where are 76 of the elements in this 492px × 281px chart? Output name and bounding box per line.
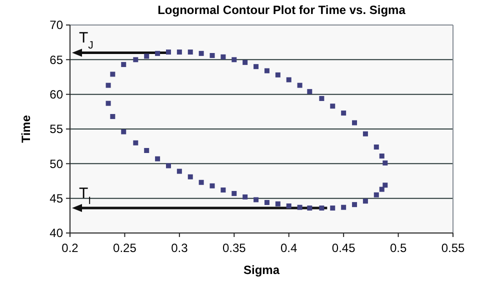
point — [166, 50, 171, 55]
point — [275, 72, 280, 78]
point — [297, 82, 302, 88]
point — [220, 54, 226, 60]
point — [198, 180, 204, 185]
point — [242, 60, 248, 65]
annotation: T$_{I}$ — [79, 185, 92, 208]
x-tick-label: 0.45 — [332, 241, 356, 255]
point — [297, 204, 302, 210]
point — [307, 89, 312, 94]
point — [188, 50, 193, 55]
point — [210, 183, 215, 188]
y-axis-title: Time — [19, 114, 33, 143]
x-tick-label: 0.3 — [171, 241, 188, 255]
point — [264, 68, 270, 74]
point — [133, 57, 138, 62]
point — [319, 206, 324, 211]
point — [254, 197, 259, 202]
point — [275, 201, 280, 206]
point — [198, 50, 204, 56]
point — [254, 64, 259, 70]
point — [166, 163, 171, 168]
point — [106, 82, 111, 88]
point — [374, 192, 379, 198]
point — [188, 174, 193, 180]
x-tick-label: 0.5 — [390, 241, 407, 255]
point — [382, 160, 388, 166]
y-tick-label: 55 — [50, 122, 64, 136]
point — [362, 131, 368, 136]
point — [379, 186, 384, 192]
point — [155, 156, 160, 162]
x-tick-label: 0.2 — [62, 241, 79, 255]
point — [374, 144, 379, 150]
point — [382, 182, 388, 188]
point — [176, 168, 182, 174]
point — [319, 96, 324, 101]
point — [232, 57, 237, 62]
x-tick-label: 0.55 — [441, 241, 465, 255]
point — [286, 203, 292, 208]
point — [110, 72, 116, 77]
point — [133, 140, 138, 146]
point — [264, 200, 270, 205]
y-tick-label: 50 — [50, 156, 64, 171]
x-tick-label: 0.35 — [222, 241, 246, 255]
point — [286, 77, 292, 82]
point — [232, 190, 237, 196]
point — [144, 54, 150, 59]
point — [176, 50, 182, 55]
x-tick-label: 0.4 — [280, 241, 298, 255]
point — [330, 206, 336, 211]
x-tick-label: 0.25 — [113, 241, 137, 255]
point — [352, 202, 358, 208]
point — [379, 154, 384, 159]
point — [341, 204, 346, 210]
point — [210, 53, 215, 58]
point — [362, 198, 368, 204]
y-tick-label: 40 — [50, 226, 64, 240]
point — [110, 114, 116, 120]
chart-title: Lognormal Contour Plot for Time vs. Sigma — [158, 3, 406, 17]
point — [121, 62, 126, 68]
point — [352, 120, 358, 126]
point — [121, 129, 126, 134]
annotation: T$_{J}$ — [79, 30, 94, 52]
point — [144, 148, 150, 153]
x-axis-title: Sigma — [243, 263, 280, 277]
y-tick-label: 60 — [50, 88, 64, 102]
y-tick-label: 45 — [50, 192, 64, 206]
point — [242, 194, 248, 200]
y-tick-label: 65 — [50, 52, 64, 67]
point — [307, 206, 312, 211]
point — [106, 100, 111, 106]
point — [155, 50, 160, 56]
point — [330, 104, 336, 109]
y-tick-label: 70 — [50, 18, 64, 32]
point — [220, 188, 226, 193]
point — [341, 110, 346, 116]
